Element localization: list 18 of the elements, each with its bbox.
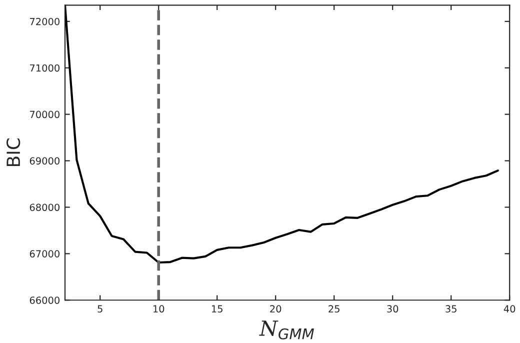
y-tick-label: 70000 [30,110,60,118]
x-tick-label: 40 [504,305,516,313]
x-tick-label: 20 [270,305,282,313]
y-tick-label: 69000 [30,157,60,165]
line-series [65,5,499,264]
y-tick-label: 67000 [30,250,60,258]
y-tick-label: 71000 [30,64,60,72]
x-tick-label: 15 [212,305,222,313]
x-tick-label: 5 [98,305,102,313]
x-tick-label: 10 [153,305,164,313]
y-tick-label: 72000 [30,18,60,26]
x-tick-label: 25 [328,305,340,313]
y-axis-title: BIC [6,138,20,166]
y-tick-label: 68000 [30,204,60,212]
x-tick-label: 35 [446,305,456,313]
x-axis-title: N$_{GMM}$ [259,320,314,340]
x-tick-label: 30 [387,305,398,313]
y-tick-label: 66000 [30,296,60,304]
